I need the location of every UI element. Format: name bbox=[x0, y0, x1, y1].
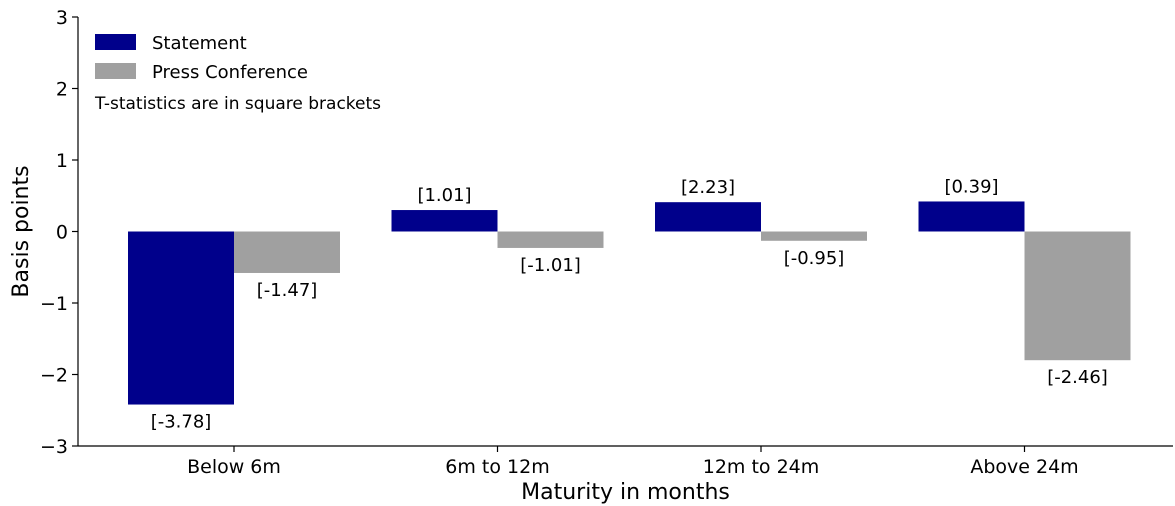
legend-swatch bbox=[95, 63, 136, 79]
legend-label: Press Conference bbox=[152, 62, 308, 83]
x-tick-label: 6m to 12m bbox=[445, 456, 549, 478]
y-tick-label: −2 bbox=[40, 365, 68, 387]
y-tick-label: 1 bbox=[56, 150, 68, 172]
legend: Statement Press Conference bbox=[95, 33, 308, 83]
tstat-label: [0.39] bbox=[944, 176, 998, 197]
bar-statement bbox=[391, 210, 498, 232]
bar-press-conference bbox=[761, 231, 867, 241]
x-ticks-group: Below 6m 6m to 12m 12m to 24m Above 24m bbox=[187, 446, 1079, 478]
x-axis-title: Maturity in months bbox=[521, 480, 730, 505]
tstat-label: [-3.78] bbox=[151, 412, 212, 433]
bar-press-conference bbox=[1024, 231, 1131, 361]
y-axis-title: Basis points bbox=[9, 165, 34, 297]
x-tick-label: 12m to 24m bbox=[703, 456, 820, 478]
y-tick-label: 0 bbox=[56, 222, 68, 244]
bar-press-conference bbox=[497, 231, 604, 248]
tstat-label: [-0.95] bbox=[784, 248, 845, 269]
x-tick-label: Above 24m bbox=[970, 456, 1078, 478]
tstat-label: [-2.46] bbox=[1047, 367, 1108, 388]
tstat-label: [-1.01] bbox=[520, 255, 581, 276]
y-tick-label: −3 bbox=[40, 436, 68, 458]
tstat-label: [1.01] bbox=[417, 185, 471, 206]
bar-statement bbox=[655, 202, 761, 232]
bar-press-conference bbox=[234, 231, 340, 273]
bar-statement bbox=[918, 201, 1025, 232]
x-tick-label: Below 6m bbox=[187, 456, 281, 478]
legend-swatch bbox=[95, 34, 136, 50]
legend-label: Statement bbox=[152, 33, 247, 54]
y-tick-label: 3 bbox=[56, 7, 68, 29]
y-tick-label: 2 bbox=[56, 79, 68, 101]
tstat-label: [-1.47] bbox=[257, 280, 318, 301]
bars-group bbox=[128, 201, 1131, 405]
y-tick-label: −1 bbox=[40, 293, 68, 315]
y-ticks-group: −3 −2 −1 0 1 2 3 bbox=[40, 7, 78, 458]
data-labels-group: [-3.78] [1.01] [2.23] [0.39] [-1.47] [-1.01] [… bbox=[151, 176, 1108, 432]
tstat-annotation: T-statistics are in square brackets bbox=[94, 94, 381, 114]
bar-statement bbox=[128, 231, 234, 405]
tstat-label: [2.23] bbox=[681, 177, 735, 198]
